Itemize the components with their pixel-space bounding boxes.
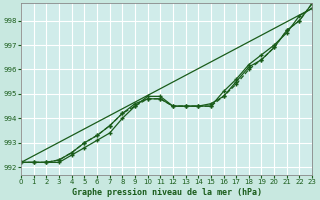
X-axis label: Graphe pression niveau de la mer (hPa): Graphe pression niveau de la mer (hPa)	[72, 188, 262, 197]
